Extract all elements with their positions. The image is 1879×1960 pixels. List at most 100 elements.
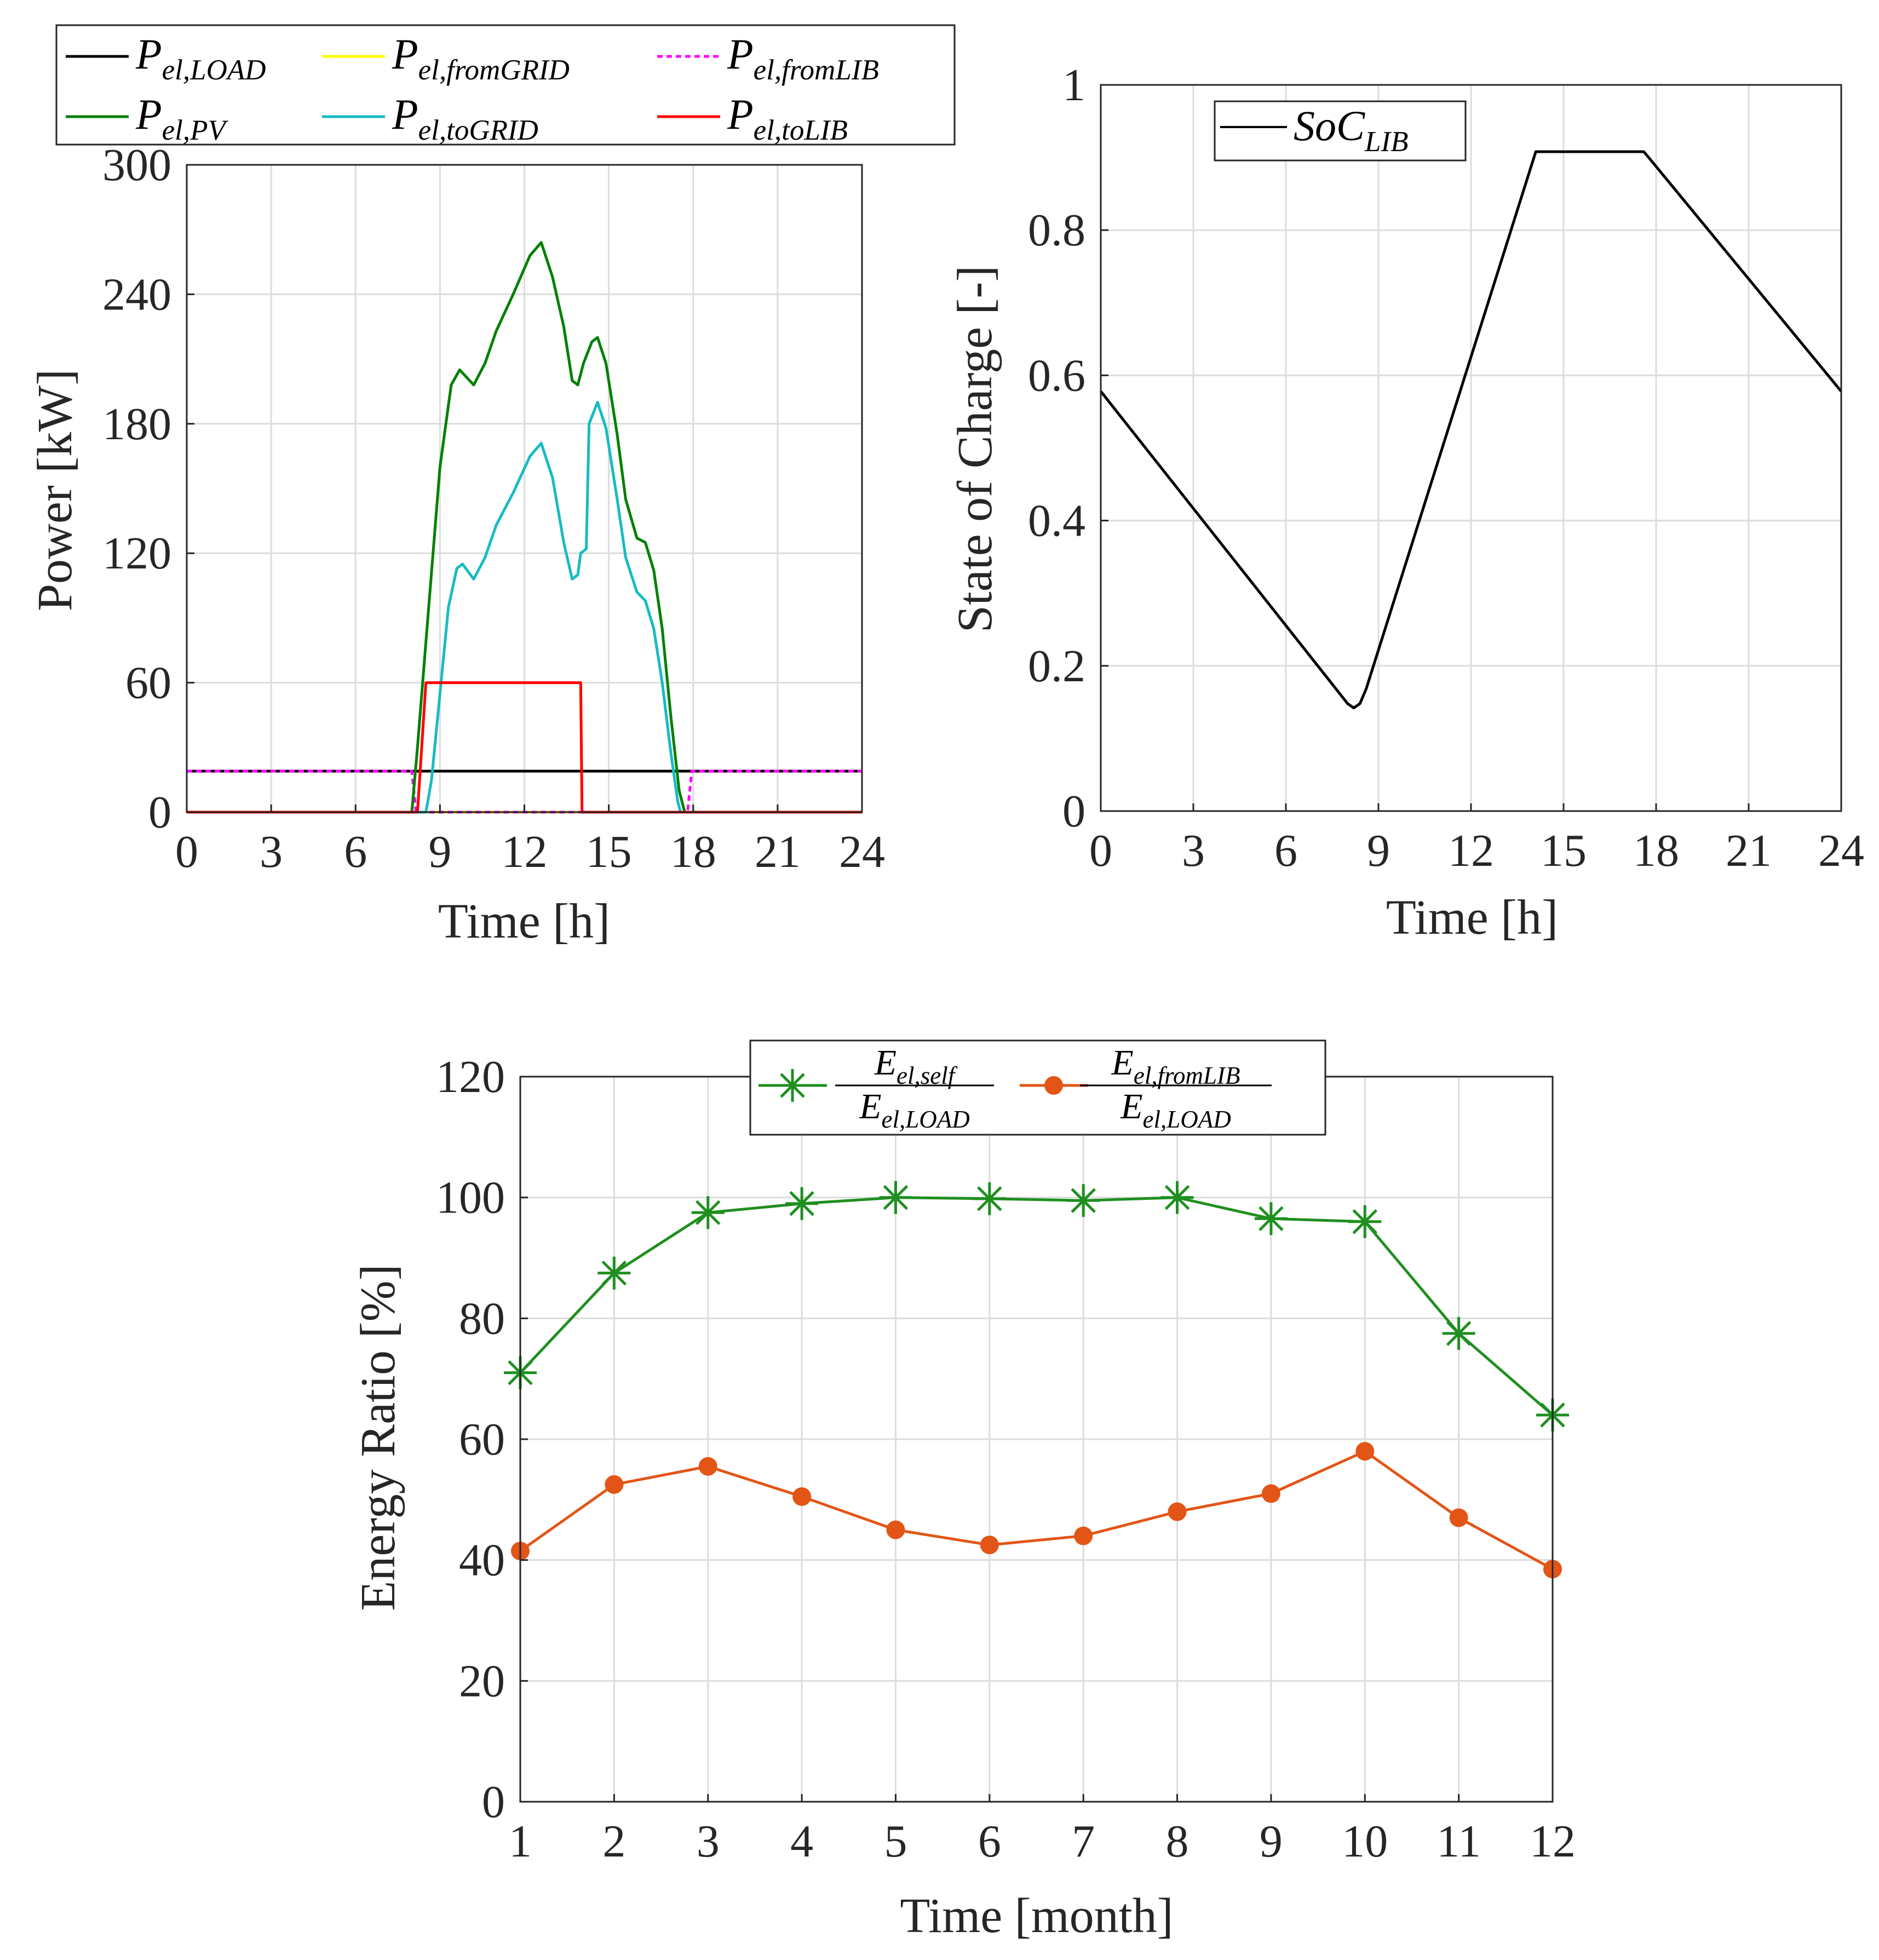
soc-legend-box bbox=[1214, 100, 1467, 162]
soc-y-ticks: 0 0.2 0.4 0.6 0.8 1 bbox=[1028, 60, 1108, 837]
power-x-ticks: 0 3 6 9 12 15 18 21 24 bbox=[175, 804, 885, 877]
power-legend: Pel,LOAD Pel,fromGRID Pel,fromLIB Pel,PV Pel… bbox=[55, 24, 956, 146]
soc-x-tick-label: 6 bbox=[1274, 825, 1297, 876]
power-y-tick-label: 0 bbox=[148, 787, 171, 838]
energy-x-tick-label: 10 bbox=[1342, 1816, 1388, 1867]
power-x-tick-label: 9 bbox=[428, 826, 451, 877]
power-y-ticks: 0 60 120 180 240 300 bbox=[102, 140, 194, 838]
power-legend-label: Pel,fromGRID bbox=[392, 30, 570, 86]
power-y-tick-label: 180 bbox=[102, 399, 171, 450]
energy-x-tick-label: 3 bbox=[697, 1816, 720, 1867]
energy-marker-fromlib bbox=[1168, 1502, 1187, 1521]
energy-legend-marker bbox=[776, 1069, 809, 1102]
energy-marker-self bbox=[1067, 1184, 1100, 1217]
soc-x-tick-label: 9 bbox=[1367, 825, 1390, 876]
energy-y-tick-label: 20 bbox=[459, 1656, 505, 1706]
energy-marker-fromlib bbox=[1355, 1442, 1375, 1461]
soc-x-tick-label: 0 bbox=[1089, 825, 1112, 876]
power-legend-label: Pel,PV bbox=[135, 90, 229, 146]
energy-x-tick-label: 7 bbox=[1072, 1816, 1095, 1867]
energy-legend-denominator: Eel,LOAD bbox=[1120, 1087, 1231, 1133]
energy-y-tick-label: 40 bbox=[459, 1535, 505, 1586]
energy-y-ticks: 0 20 40 60 80 100 120 bbox=[436, 1051, 528, 1827]
energy-marker-self bbox=[691, 1196, 725, 1229]
soc-x-tick-label: 18 bbox=[1633, 825, 1679, 876]
energy-x-tick-label: 11 bbox=[1436, 1816, 1481, 1867]
soc-series-lines bbox=[1100, 150, 1842, 710]
soc-y-tick-label: 0.4 bbox=[1028, 496, 1085, 547]
energy-x-tick-label: 6 bbox=[978, 1816, 1001, 1867]
soc-x-tick-label: 3 bbox=[1182, 825, 1205, 876]
power-series-line-3 bbox=[187, 241, 862, 814]
power-x-tick-label: 24 bbox=[839, 826, 885, 877]
energy-legend-numerator: Eel,self bbox=[874, 1043, 958, 1089]
soc-x-tick-label: 21 bbox=[1726, 825, 1772, 876]
soc-y-tick-label: 1 bbox=[1062, 60, 1085, 111]
power-y-tick-label: 240 bbox=[102, 269, 171, 320]
energy-marker-self bbox=[1254, 1202, 1288, 1235]
power-y-label: Power [kW] bbox=[28, 369, 82, 611]
power-grid bbox=[186, 164, 863, 813]
power-x-tick-label: 15 bbox=[586, 826, 632, 877]
power-x-tick-label: 3 bbox=[260, 826, 283, 877]
energy-marker-self bbox=[1442, 1317, 1475, 1350]
energy-marker-self bbox=[879, 1181, 912, 1214]
power-x-tick-label: 12 bbox=[502, 826, 548, 877]
energy-marker-self bbox=[785, 1187, 819, 1220]
energy-y-tick-label: 0 bbox=[482, 1777, 505, 1827]
power-y-tick-label: 300 bbox=[102, 140, 171, 191]
power-series-line-4 bbox=[187, 400, 862, 814]
energy-marker-fromlib bbox=[1074, 1526, 1093, 1545]
power-x-tick-label: 18 bbox=[670, 826, 716, 877]
energy-marker-self bbox=[1160, 1181, 1194, 1214]
energy-legend-marker bbox=[1044, 1076, 1063, 1095]
soc-grid bbox=[1100, 84, 1842, 812]
energy-y-label: Energy Ratio [%] bbox=[351, 1264, 405, 1611]
energy-marker-self bbox=[973, 1182, 1006, 1215]
soc-x-tick-label: 15 bbox=[1541, 825, 1587, 876]
energy-marker-fromlib bbox=[792, 1487, 812, 1506]
soc-y-tick-label: 0.6 bbox=[1028, 350, 1085, 401]
power-legend-label: Pel,toLIB bbox=[727, 90, 848, 146]
soc-y-tick-label: 0 bbox=[1062, 786, 1085, 837]
energy-x-tick-label: 1 bbox=[509, 1816, 532, 1867]
power-legend-label: Pel,toGRID bbox=[392, 90, 538, 146]
energy-marker-self bbox=[1348, 1205, 1382, 1238]
energy-x-tick-label: 9 bbox=[1260, 1816, 1283, 1867]
energy-y-tick-label: 100 bbox=[436, 1172, 505, 1223]
energy-marker-fromlib bbox=[1449, 1508, 1468, 1527]
energy-y-tick-label: 80 bbox=[459, 1293, 505, 1344]
soc-legend: SoCLIB bbox=[1214, 100, 1467, 162]
soc-series-line-0 bbox=[1100, 150, 1842, 710]
soc-x-tick-label: 12 bbox=[1448, 825, 1494, 876]
energy-marker-fromlib bbox=[886, 1520, 905, 1539]
energy-marker-self bbox=[597, 1256, 631, 1290]
energy-marker-fromlib bbox=[698, 1457, 717, 1476]
power-x-label: Time [h] bbox=[438, 894, 610, 949]
power-legend-label: Pel,fromLIB bbox=[727, 30, 879, 86]
power-x-tick-label: 6 bbox=[344, 826, 367, 877]
energy-grid bbox=[519, 1076, 1554, 1803]
energy-series-line-0 bbox=[519, 1196, 1554, 1416]
soc-x-tick-label: 24 bbox=[1818, 825, 1864, 876]
soc-y-tick-label: 0.2 bbox=[1028, 641, 1085, 692]
energy-y-tick-label: 60 bbox=[459, 1414, 505, 1465]
soc-chart: 0 3 6 9 12 15 18 21 24 0 0.2 0.4 0.6 0.8 1 Time [h] S… bbox=[948, 60, 1864, 945]
energy-series-line-1 bbox=[519, 1450, 1554, 1571]
energy-x-tick-label: 2 bbox=[602, 1816, 625, 1867]
energy-x-tick-label: 8 bbox=[1166, 1816, 1189, 1867]
soc-x-ticks: 0 3 6 9 12 15 18 21 24 bbox=[1089, 803, 1864, 876]
power-y-tick-label: 120 bbox=[102, 528, 171, 579]
power-x-tick-label: 0 bbox=[175, 826, 198, 877]
energy-x-ticks: 1 2 3 4 5 6 7 8 9 10 11 12 bbox=[509, 1794, 1576, 1867]
energy-marker-fromlib bbox=[1261, 1484, 1280, 1503]
soc-y-label: State of Charge [-] bbox=[948, 266, 1002, 633]
energy-x-tick-label: 5 bbox=[884, 1816, 907, 1867]
energy-x-tick-label: 12 bbox=[1530, 1816, 1576, 1867]
power-legend-box bbox=[55, 24, 956, 146]
energy-y-tick-label: 120 bbox=[436, 1051, 505, 1102]
